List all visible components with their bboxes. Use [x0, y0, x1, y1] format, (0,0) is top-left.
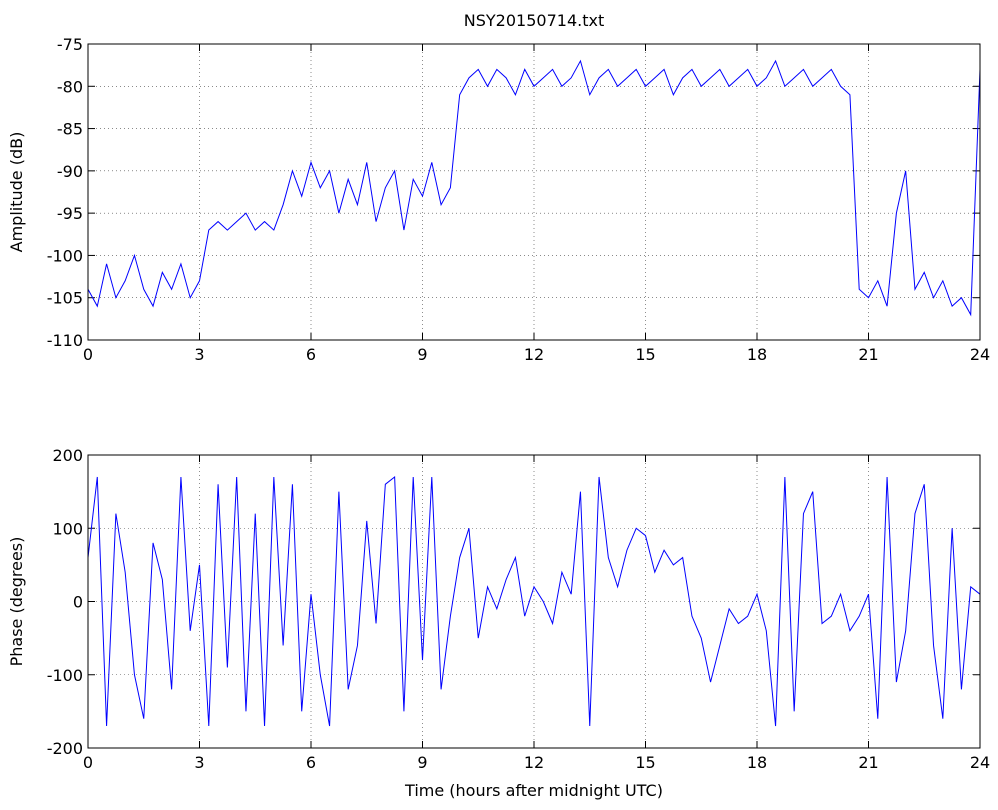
- y-tick-label: 200: [52, 446, 83, 465]
- y-tick-label: -75: [57, 35, 83, 54]
- plot-frame: [87, 454, 981, 749]
- x-tick-label: 3: [194, 753, 204, 772]
- x-tick-label: 9: [417, 753, 427, 772]
- plot-frame: [87, 43, 981, 341]
- x-axis-label: Time (hours after midnight UTC): [404, 781, 663, 800]
- data-line: [87, 59, 981, 317]
- y-tick-label: -100: [47, 246, 83, 265]
- y-axis-label: Amplitude (dB): [7, 132, 26, 253]
- y-tick-label: -200: [47, 739, 83, 758]
- y-tick-label: 0: [73, 593, 83, 612]
- x-tick-label: 21: [858, 345, 878, 364]
- y-tick-label: -95: [57, 204, 83, 223]
- x-tick-label: 12: [524, 345, 544, 364]
- y-axis-label: Phase (degrees): [7, 537, 26, 667]
- x-tick-label: 12: [524, 753, 544, 772]
- y-tick-label: -100: [47, 666, 83, 685]
- y-tick-label: -105: [47, 289, 83, 308]
- y-tick-label: 100: [52, 519, 83, 538]
- x-tick-label: 18: [747, 753, 767, 772]
- y-tick-label: -80: [57, 77, 83, 96]
- x-tick-label: 15: [635, 345, 655, 364]
- chart-title: NSY20150714.txt: [464, 11, 604, 30]
- x-tick-label: 18: [747, 345, 767, 364]
- x-tick-label: 9: [417, 345, 427, 364]
- y-tick-label: -90: [57, 162, 83, 181]
- y-tick-label: -110: [47, 331, 83, 350]
- x-tick-label: 3: [194, 345, 204, 364]
- x-tick-label: 0: [83, 753, 93, 772]
- x-tick-label: 24: [970, 345, 990, 364]
- x-tick-label: 6: [306, 345, 316, 364]
- data-line: [87, 475, 981, 727]
- x-tick-label: 15: [635, 753, 655, 772]
- y-tick-label: -85: [57, 120, 83, 139]
- x-tick-label: 21: [858, 753, 878, 772]
- x-tick-label: 24: [970, 753, 990, 772]
- x-tick-label: 6: [306, 753, 316, 772]
- x-tick-label: 0: [83, 345, 93, 364]
